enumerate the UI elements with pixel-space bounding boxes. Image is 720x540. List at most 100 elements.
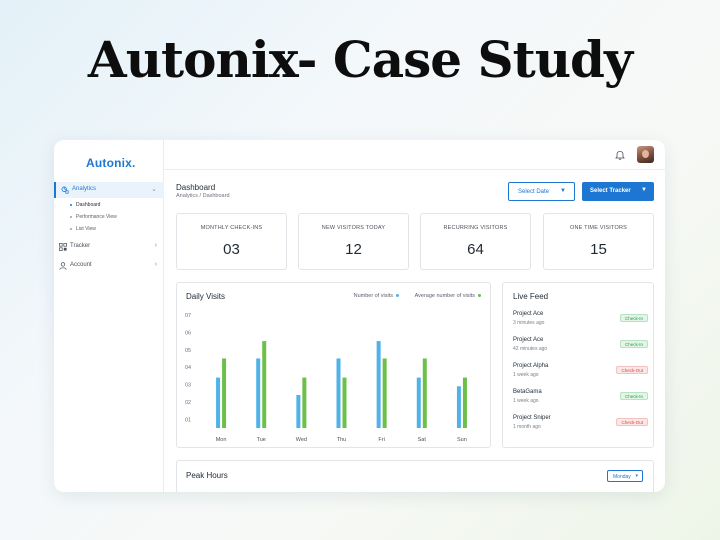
avatar-face bbox=[642, 150, 649, 158]
stat-label: ONE TIME VISITORS bbox=[570, 225, 627, 231]
feed-item[interactable]: Project Sniper 1 month ago Check-Out bbox=[513, 415, 648, 435]
x-tick-label: Fri bbox=[378, 437, 384, 443]
feed-item[interactable]: BetaGama 1 week ago Check-In bbox=[513, 389, 648, 409]
feed-item[interactable]: Project Ace 42 minutes ago Check-In bbox=[513, 337, 648, 357]
bar-average bbox=[382, 358, 387, 428]
status-badge: Check-In bbox=[619, 340, 648, 348]
feed-item[interactable]: Project Ace 3 minutes ago Check-In bbox=[513, 311, 648, 331]
y-tick-label: 05 bbox=[185, 348, 191, 354]
feed-project: BetaGama bbox=[513, 389, 542, 395]
bar-visits bbox=[456, 386, 461, 428]
sidebar-item-label: Analytics bbox=[72, 186, 97, 192]
legend-dot-visits bbox=[396, 294, 400, 298]
bullet-icon bbox=[70, 215, 72, 218]
chevron-down-icon: ⌄ bbox=[151, 186, 157, 193]
x-tick-label: Wed bbox=[296, 437, 307, 443]
breadcrumb: Analytics / Dashboard bbox=[176, 193, 230, 199]
bar-visits bbox=[216, 377, 221, 428]
x-tick-label: Tue bbox=[257, 437, 266, 443]
bar-average bbox=[302, 377, 307, 428]
stat-label: NEW VISITORS TODAY bbox=[321, 225, 386, 231]
chart-title: Daily Visits bbox=[186, 292, 225, 301]
status-badge: Check-Out bbox=[616, 418, 648, 426]
bar-average bbox=[342, 377, 347, 428]
daily-visits-card: Daily Visits Number of visits Average nu… bbox=[176, 282, 491, 448]
y-tick-label: 01 bbox=[185, 417, 191, 423]
sidebar: Autonix. Analytics ⌄ Dashboard Performan… bbox=[54, 140, 164, 492]
bar-average bbox=[262, 341, 267, 428]
select-tracker-label: Select Tracker bbox=[590, 188, 631, 194]
legend-dot-average bbox=[478, 294, 481, 298]
hero-title: Autonix- Case Study bbox=[87, 30, 633, 89]
live-feed-card: Live Feed Project Ace 3 minutes ago Chec… bbox=[502, 282, 654, 448]
x-tick-label: Sun bbox=[457, 437, 467, 443]
x-tick-label: Sat bbox=[418, 437, 427, 443]
sidebar-item-analytics[interactable]: Analytics ⌄ bbox=[54, 182, 164, 198]
sub-item-performance-view[interactable]: Performance View bbox=[70, 214, 117, 220]
bullet-icon bbox=[70, 227, 72, 230]
user-icon bbox=[59, 262, 67, 270]
sub-item-label: List View bbox=[76, 226, 96, 232]
stat-value: 12 bbox=[345, 241, 362, 258]
y-tick-label: 06 bbox=[185, 330, 191, 336]
legend-visits-label: Number of visits bbox=[353, 293, 394, 299]
live-feed-title: Live Feed bbox=[513, 292, 549, 301]
stat-value: 03 bbox=[223, 241, 240, 258]
daily-visits-chart: 01 02 03 04 05 06 07 Mon Tue Wed Thu Fri Sat Sun bbox=[185, 313, 467, 443]
caret-down-icon: ▾ bbox=[635, 473, 638, 479]
feed-time: 1 month ago bbox=[513, 424, 541, 430]
caret-down-icon: ▼ bbox=[560, 188, 566, 194]
sub-item-label: Dashboard bbox=[76, 202, 101, 208]
bar-average bbox=[222, 358, 227, 428]
feed-project: Project Ace bbox=[513, 311, 544, 317]
sidebar-item-label: Tracker bbox=[70, 243, 91, 249]
bell-icon[interactable] bbox=[615, 150, 625, 160]
analytics-icon bbox=[61, 186, 69, 194]
sub-item-dashboard[interactable]: Dashboard bbox=[70, 202, 100, 208]
legend-average-label: Average number of visits bbox=[414, 293, 475, 299]
x-tick-label: Mon bbox=[216, 437, 227, 443]
app-window: Autonix. Analytics ⌄ Dashboard Performan… bbox=[54, 140, 665, 492]
feed-project: Project Alpha bbox=[513, 363, 549, 369]
feed-time: 1 week ago bbox=[513, 398, 539, 404]
bar-average bbox=[462, 377, 467, 428]
y-tick-label: 07 bbox=[185, 313, 191, 319]
stat-card-one-time-visitors: ONE TIME VISITORS 15 bbox=[543, 213, 654, 270]
select-date-button[interactable]: Select Date ▼ bbox=[508, 182, 575, 201]
bar-visits bbox=[256, 358, 261, 428]
y-tick-label: 03 bbox=[185, 383, 191, 389]
bar-average bbox=[422, 358, 427, 428]
feed-time: 3 minutes ago bbox=[513, 320, 545, 326]
caret-down-icon: ▼ bbox=[641, 187, 647, 193]
chevron-right-icon: › bbox=[154, 242, 157, 249]
bar-visits bbox=[416, 377, 421, 428]
status-badge: Check-In bbox=[619, 392, 648, 400]
legend-visits: Number of visits bbox=[347, 293, 400, 299]
bar-visits bbox=[296, 394, 301, 428]
feed-item[interactable]: Project Alpha 1 week ago Check-Out bbox=[513, 363, 648, 383]
day-select-value: Monday bbox=[613, 474, 631, 480]
select-tracker-button[interactable]: Select Tracker ▼ bbox=[582, 182, 654, 201]
chevron-right-icon: › bbox=[154, 261, 157, 268]
app-logo[interactable]: Autonix. bbox=[86, 156, 136, 170]
legend-average: Average number of visits bbox=[408, 293, 481, 299]
avatar[interactable] bbox=[637, 146, 654, 163]
sidebar-item-account[interactable]: Account › bbox=[54, 258, 164, 274]
bar-visits bbox=[376, 341, 381, 428]
page-title: Dashboard bbox=[176, 183, 216, 192]
topbar bbox=[164, 140, 665, 170]
select-date-label: Select Date bbox=[518, 189, 550, 195]
status-badge: Check-In bbox=[619, 314, 648, 322]
day-select[interactable]: Monday ▾ bbox=[607, 470, 643, 482]
feed-time: 1 week ago bbox=[513, 372, 539, 378]
stat-label: MONTHLY CHECK-INS bbox=[200, 225, 263, 231]
stat-card-new-visitors: NEW VISITORS TODAY 12 bbox=[298, 213, 409, 270]
y-tick-label: 02 bbox=[185, 400, 191, 406]
stat-value: 15 bbox=[590, 241, 607, 258]
feed-time: 42 minutes ago bbox=[513, 346, 548, 352]
sub-item-list-view[interactable]: List View bbox=[70, 226, 96, 232]
stat-card-recurring-visitors: RECURRING VISITORS 64 bbox=[420, 213, 531, 270]
sidebar-item-tracker[interactable]: Tracker › bbox=[54, 239, 164, 255]
status-badge: Check-Out bbox=[616, 366, 648, 374]
feed-project: Project Ace bbox=[513, 337, 544, 343]
